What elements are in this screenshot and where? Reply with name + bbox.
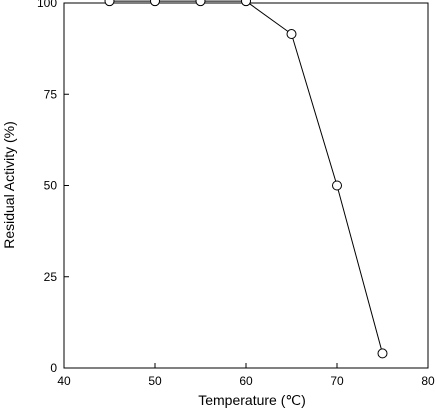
plot-area	[63, 2, 429, 369]
data-point	[286, 29, 297, 40]
x-tick-label: 80	[421, 374, 435, 388]
series-group	[104, 0, 388, 359]
x-axis-title: Temperature (℃)	[198, 392, 306, 408]
data-point	[150, 0, 160, 7]
x-tick-label: 60	[239, 374, 253, 388]
data-point	[195, 0, 206, 7]
data-point	[377, 348, 388, 359]
y-axis-ticks: 0 25 50 75 100	[37, 0, 69, 375]
y-tick-label: 50	[44, 179, 58, 193]
y-tick-label: 25	[44, 270, 58, 284]
y-axis-title: Residual Activity (%)	[1, 121, 17, 249]
x-axis-ticks: 40 50 60 70 80	[57, 363, 435, 388]
y-tick-label: 100	[37, 0, 57, 10]
x-tick-label: 50	[148, 374, 162, 388]
data-point	[332, 180, 342, 191]
x-tick-label: 40	[57, 374, 71, 388]
series-line	[109, 0, 383, 354]
data-point	[241, 0, 251, 7]
x-tick-label: 70	[330, 374, 344, 388]
y-tick-label: 0	[50, 361, 57, 375]
y-tick-label: 75	[44, 87, 58, 101]
data-point	[104, 0, 115, 7]
